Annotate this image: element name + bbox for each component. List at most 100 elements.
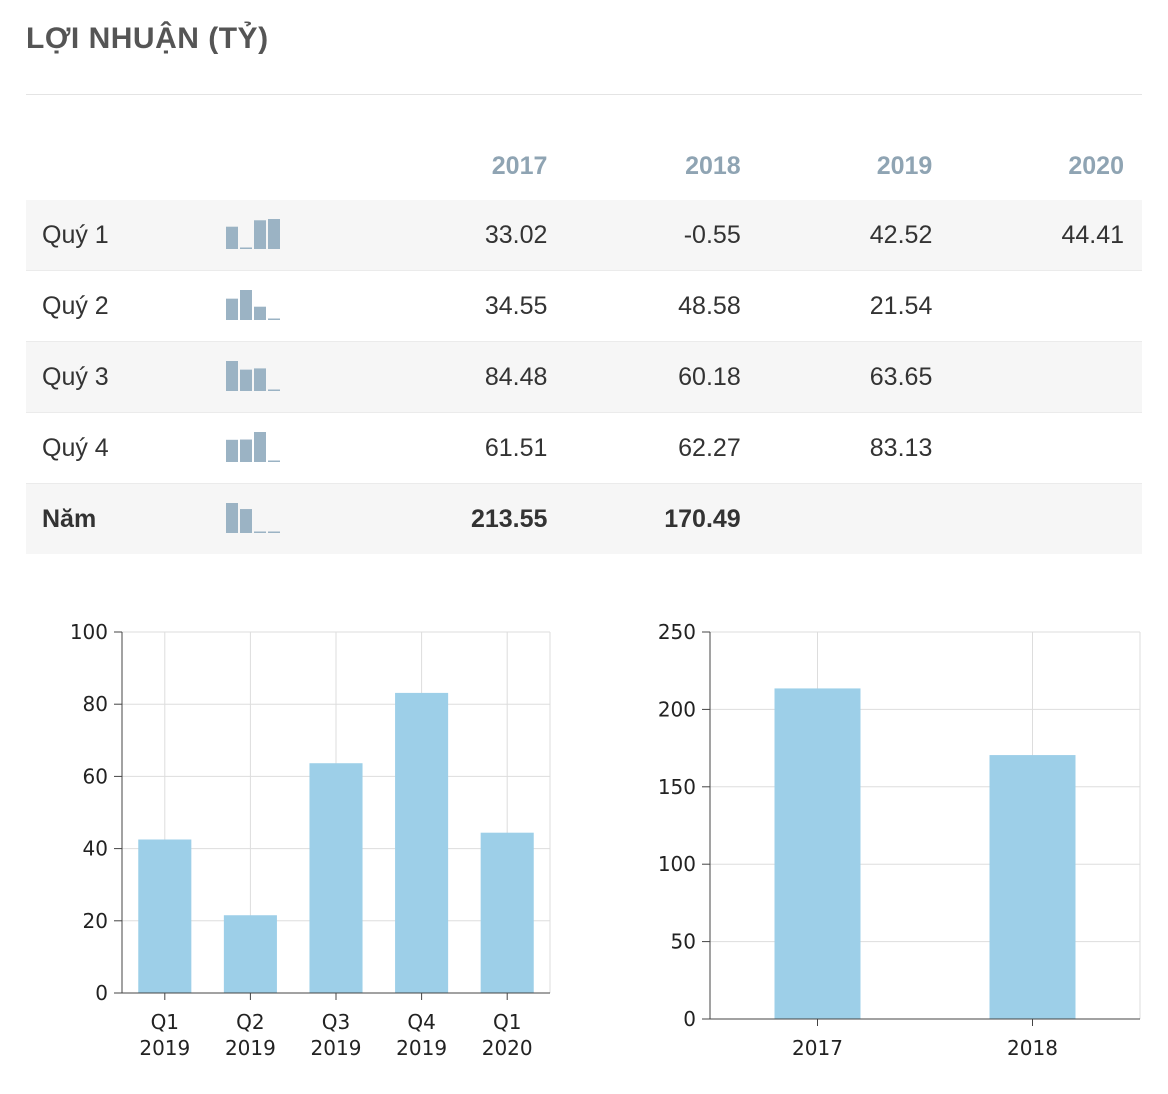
sparkline-bar [226,298,239,320]
sparkline-bar [254,368,267,391]
section-title: LỢI NHUẬN (TỶ) [26,22,269,55]
header-empty-label [26,132,224,200]
x-tick-label: Q4 2019 [396,1010,447,1060]
sparkline-cell [224,484,372,555]
sparkline-bar [226,361,239,391]
value-cell [950,412,1142,484]
sparkline-bar [240,509,253,533]
sparkline [226,219,281,249]
value-cell: 61.51 [372,412,566,484]
sparkline-cell [224,412,373,484]
annual-profit-chart: 0 50 100 150 200 250 2017 2018 [620,610,1150,1080]
quarterly-profit-chart: 0 20 40 60 80 100 Q1 2019 Q2 2019 Q3 2019 Q4 2019 Q1 20… [40,610,570,1080]
value-cell [759,484,951,555]
bar [309,763,363,993]
row-label: Năm [42,504,97,533]
bar [223,915,277,993]
y-tick-label: 80 [83,692,108,716]
header-empty-spark [224,132,372,200]
value-cell: -0.55 [565,200,759,271]
x-tick-label: 2018 [1007,1036,1058,1060]
annual-bar-chart: 0 50 100 150 200 250 2017 2018 [658,620,1141,1060]
sparkline [226,503,281,533]
x-tick-label: Q1 2020 [482,1010,533,1060]
value-cell [950,484,1142,555]
value-cell: 42.52 [758,200,951,271]
y-tick-label: 100 [658,852,696,876]
x-tick-label: 2017 [792,1036,843,1060]
sparkline [226,361,281,391]
y-tick-label: 0 [683,1007,696,1031]
y-tick-label: 60 [83,764,108,788]
value-cell: 83.13 [758,412,951,484]
sparkline-bar [240,247,253,249]
header-year-2019: 2019 [876,151,933,180]
sparkline-bar [240,439,253,462]
value-cell: 44.41 [950,200,1142,271]
sparkline-cell [224,270,373,342]
sparkline-cell [224,200,373,271]
x-tick-label: Q2 2019 [225,1010,276,1060]
table-row-total: Năm 213.55 170.49 [26,483,1142,555]
bar [480,832,534,993]
sparkline-bar [240,290,253,320]
profit-table: 2017 2018 2019 2020 Quý 1 33.02 -0.55 42… [26,132,1142,554]
value-cell: 60.18 [565,341,759,413]
y-tick-label: 200 [658,697,696,721]
header-year-2018: 2018 [685,151,741,180]
sparkline-bar [268,460,281,462]
value-cell: 48.58 [565,270,759,342]
bar [989,755,1076,1019]
value-cell [950,270,1142,342]
y-tick-label: 150 [658,775,696,799]
sparkline-cell [224,341,373,413]
sparkline-bar [254,531,267,533]
header-year-2017: 2017 [491,151,548,180]
sparkline-bar [226,503,239,533]
value-cell: 84.48 [372,341,566,413]
x-tick-label: Q3 2019 [311,1010,362,1060]
value-cell: 170.49 [664,504,741,533]
sparkline-bar [254,220,267,249]
sparkline-bar [268,389,281,391]
table-row: Quý 1 33.02 -0.55 42.52 44.41 [26,200,1142,271]
row-label: Quý 4 [26,412,225,484]
y-tick-label: 0 [95,981,108,1005]
bar [395,692,449,993]
y-tick-label: 250 [658,620,696,644]
value-cell: 62.27 [565,412,759,484]
header-year-2020: 2020 [1068,151,1124,180]
title-divider [26,94,1142,95]
sparkline [226,290,281,320]
y-tick-label: 40 [83,837,108,861]
table-header-row: 2017 2018 2019 2020 [26,132,1142,200]
quarterly-bar-chart: 0 20 40 60 80 100 Q1 2019 Q2 2019 Q3 2019 Q4 2019 Q1 20… [70,620,551,1060]
row-label: Quý 1 [26,200,225,271]
y-tick-label: 20 [83,909,108,933]
value-cell: 33.02 [372,200,566,271]
value-cell: 21.54 [758,270,951,342]
sparkline-bar [254,306,267,320]
x-tick-label: Q1 2019 [139,1010,190,1060]
value-cell: 34.55 [372,270,566,342]
table-row: Quý 3 84.48 60.18 63.65 [26,341,1142,413]
row-label: Quý 2 [26,270,225,342]
value-cell: 63.65 [758,341,951,413]
sparkline-bar [268,531,281,533]
y-tick-label: 100 [70,620,108,644]
y-tick-label: 50 [671,930,696,954]
sparkline [226,432,281,462]
bar [138,839,192,993]
sparkline-bar [268,318,281,320]
sparkline-bar [240,369,253,391]
sparkline-bar [254,432,267,462]
sparkline-bar [268,219,281,249]
table-row: Quý 2 34.55 48.58 21.54 [26,270,1142,342]
row-label: Quý 3 [26,341,225,413]
value-cell: 213.55 [470,504,548,533]
sparkline-bar [226,226,239,249]
value-cell [950,341,1142,413]
table-row: Quý 4 61.51 62.27 83.13 [26,412,1142,484]
sparkline-bar [226,439,239,462]
bar [774,688,861,1019]
